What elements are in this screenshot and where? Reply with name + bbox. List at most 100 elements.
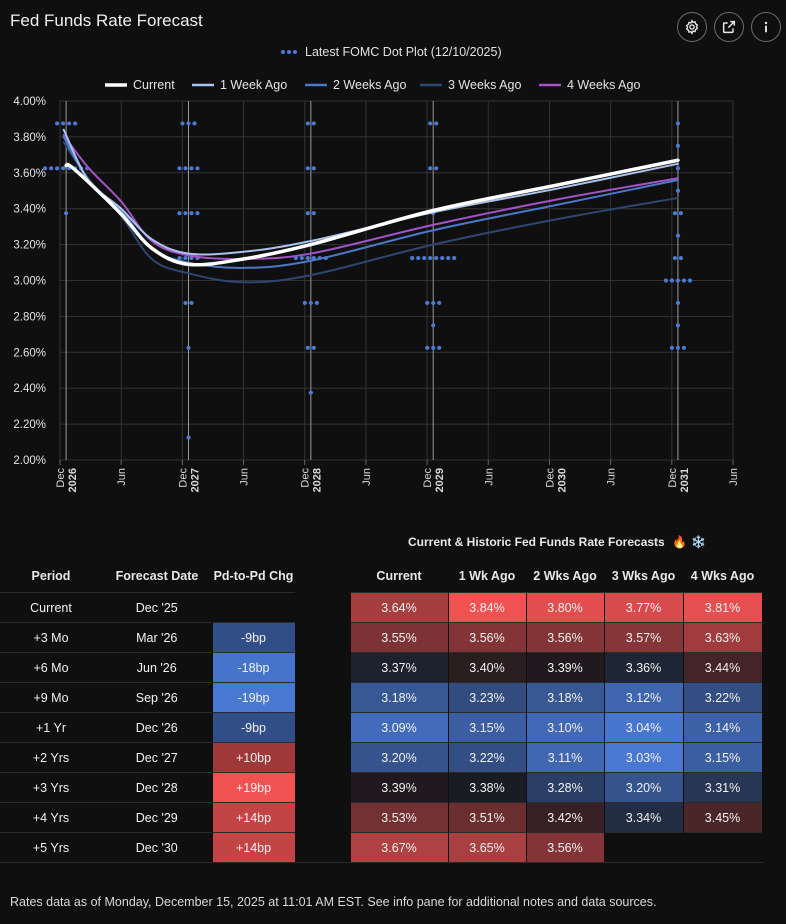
forecast-date-cell: Dec '27 [102, 742, 212, 773]
fomc-dot [672, 255, 678, 261]
pd-chg-cell: +14bp [211, 802, 296, 833]
period-cell: Current [0, 592, 102, 623]
x-tick-month: Jun [116, 468, 128, 486]
3wk-rate-cell: 3.12% [603, 682, 684, 713]
col-header-4wk: 4 Wks Ago [690, 569, 755, 583]
fomc-dot [678, 211, 684, 216]
fomc-dot [681, 345, 687, 350]
fomc-dot [440, 255, 445, 261]
x-tick-month: Jun [606, 468, 618, 486]
x-tick-label: Dec2029 [422, 468, 446, 493]
open-external-button[interactable] [714, 12, 744, 42]
1wk-rate-cell: 3.51% [447, 802, 527, 833]
period-cell: +2 Yrs [0, 742, 102, 773]
current-rate-cell: 3.18% [349, 682, 449, 713]
fomc-dot [299, 255, 304, 261]
x-tick-label: Jun [239, 468, 251, 486]
legend-label: 3 Weeks Ago [448, 78, 521, 92]
x-tick-label: Dec2027 [177, 468, 201, 493]
fomc-dot [192, 121, 197, 126]
period-cell: +3 Mo [0, 622, 102, 653]
legend-label: 2 Weeks Ago [333, 78, 406, 92]
col-header-3wk: 3 Wks Ago [611, 569, 676, 583]
info-icon [764, 21, 768, 33]
fomc-dot [678, 255, 684, 261]
3wk-rate-cell: 3.34% [603, 802, 684, 833]
pd-chg-cell: -9bp [211, 712, 296, 743]
fomc-dot [49, 166, 54, 171]
fomc-dot [189, 166, 194, 171]
fomc-dot [672, 211, 678, 216]
fomc-dot [452, 255, 457, 261]
y-tick-label: 3.40% [13, 204, 46, 216]
2wk-rate-cell: 3.39% [525, 652, 605, 683]
4wk-rate-cell: 3.15% [682, 742, 763, 773]
x-tick-label: Jun [361, 468, 373, 486]
fomc-dot [64, 211, 69, 216]
4wk-rate-cell: 3.44% [682, 652, 763, 683]
y-tick-label: 2.40% [13, 383, 46, 395]
fomc-dot [55, 121, 60, 126]
period-cell: +6 Mo [0, 652, 102, 683]
fomc-dot [186, 435, 191, 440]
series-line-4-weeks-ago [62, 134, 679, 261]
y-tick-label: 3.60% [13, 168, 46, 180]
x-tick-year: 2029 [434, 468, 446, 492]
x-tick-month: Dec [300, 468, 312, 488]
x-tick-year: 2031 [679, 468, 691, 492]
forecast-date-cell: Dec '26 [102, 712, 212, 743]
snowflake-icon: ❄️ [691, 535, 707, 549]
fomc-dot [189, 300, 194, 306]
page-title: Fed Funds Rate Forecast [10, 11, 203, 30]
dot-plot-legend-label: Latest FOMC Dot Plot (12/10/2025) [305, 45, 502, 59]
fomc-dot [675, 121, 681, 126]
y-tick-label: 2.80% [13, 311, 46, 323]
fomc-dot [67, 121, 72, 126]
y-tick-label: 2.60% [13, 347, 46, 359]
fomc-dot [55, 166, 60, 171]
table-row: +2 Yrs Dec '27 +10bp 3.20% 3.22% 3.11% 3.03% 3.… [0, 742, 763, 773]
forecast-date-cell: Dec '25 [102, 592, 212, 623]
fomc-dot [681, 278, 687, 283]
forecast-date-cell: Mar '26 [102, 622, 212, 653]
rates-table: Period Forecast Date Pd-to-Pd Chg Curren… [0, 560, 763, 863]
dot-plot-legend-marker [281, 50, 285, 54]
gap-cell [295, 743, 350, 773]
fomc-dot [663, 278, 669, 283]
dot-plot-legend-marker [287, 50, 291, 54]
3wk-rate-cell: 3.36% [603, 652, 684, 683]
table-row: +5 Yrs Dec '30 +14bp 3.67% 3.65% 3.56% [0, 832, 763, 863]
table-header-row: Period Forecast Date Pd-to-Pd Chg Curren… [0, 560, 762, 593]
4wk-rate-cell: 3.31% [682, 772, 763, 803]
x-tick-label: Jun [483, 468, 495, 486]
gap-cell [295, 653, 350, 683]
info-button[interactable] [751, 12, 781, 42]
settings-button[interactable] [677, 12, 707, 42]
fomc-dot [183, 166, 188, 171]
legend-label: 4 Weeks Ago [567, 78, 640, 92]
current-rate-cell: 3.53% [349, 802, 449, 833]
fomc-dot [186, 121, 191, 126]
fomc-dot [431, 300, 436, 306]
forecast-date-cell: Dec '30 [102, 832, 212, 863]
y-tick-label: 3.00% [13, 276, 46, 288]
fomc-dot [675, 345, 681, 350]
fomc-dot [428, 166, 433, 171]
fomc-dot [675, 143, 681, 148]
series-line-2-weeks-ago [62, 135, 679, 269]
gap-cell [295, 773, 350, 803]
fomc-dot [177, 166, 182, 171]
x-tick-label: Dec2031 [667, 468, 691, 493]
fire-icon: 🔥 [672, 535, 688, 549]
gap-cell [295, 623, 350, 653]
pd-chg-cell: -19bp [211, 682, 296, 713]
col-header-pd-chg: Pd-to-Pd Chg [213, 569, 294, 583]
period-cell: +4 Yrs [0, 802, 102, 833]
fomc-dot [428, 121, 433, 126]
table-title-text: Current & Historic Fed Funds Rate Foreca… [408, 535, 665, 549]
x-tick-year: 2026 [67, 468, 79, 492]
data-timestamp-note: Rates data as of Monday, December 15, 20… [10, 895, 657, 909]
legend-label: 1 Week Ago [220, 78, 287, 92]
fomc-dot [308, 300, 313, 306]
fomc-dot [180, 121, 185, 126]
